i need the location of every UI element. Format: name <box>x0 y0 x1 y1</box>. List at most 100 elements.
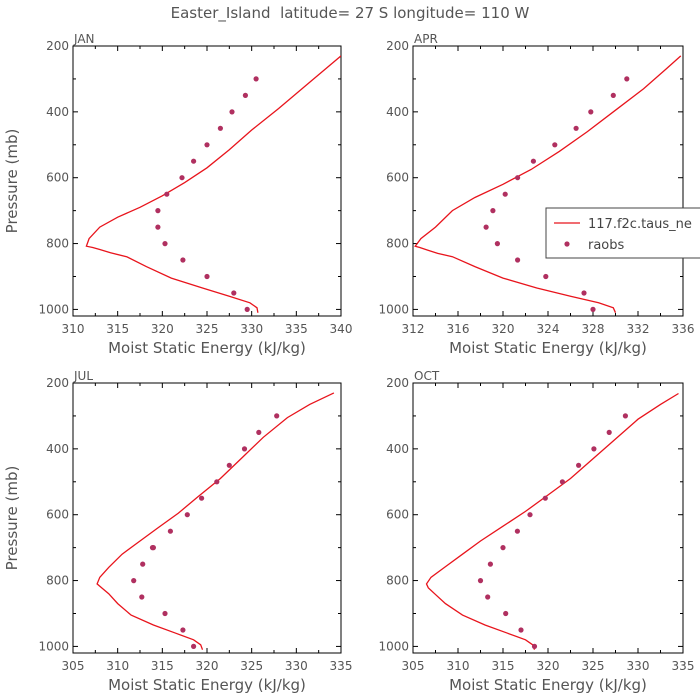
x-tick-label: 320 <box>492 322 515 336</box>
obs-point <box>204 142 210 148</box>
y-tick-label: 600 <box>46 508 69 522</box>
y-tick-label: 200 <box>46 376 69 390</box>
x-tick-label: 315 <box>492 659 515 673</box>
obs-point <box>530 158 537 164</box>
panels: JAN 310 315 320 325 330 335 340 200 400 600 800 1000… <box>3 32 700 694</box>
x-tick-label: 336 <box>672 322 695 336</box>
model-profile-line <box>96 392 335 650</box>
panel-title: OCT <box>414 369 440 383</box>
plot-area <box>414 55 682 313</box>
obs-point <box>515 257 521 263</box>
x-tick-label: 335 <box>672 659 695 673</box>
obs-point <box>162 241 168 247</box>
x-tick-label: 330 <box>627 659 650 673</box>
obs-point <box>180 627 186 633</box>
obs-point <box>164 191 170 197</box>
obs-point <box>231 290 237 296</box>
plot-area <box>425 392 679 650</box>
obs-point <box>477 578 484 584</box>
x-axis-label: Moist Static Energy (kJ/kg) <box>108 339 306 357</box>
plot-frame <box>412 382 684 654</box>
y-tick-label: 200 <box>46 39 69 53</box>
y-tick-label: 200 <box>386 376 409 390</box>
y-tick-label: 1000 <box>378 639 409 653</box>
obs-point <box>552 142 558 148</box>
obs-point <box>180 257 186 263</box>
model-profile-line <box>85 55 341 313</box>
y-tick-label: 600 <box>46 171 69 185</box>
obs-point <box>502 191 508 197</box>
obs-point <box>573 125 579 131</box>
x-tick-label: 312 <box>402 322 425 336</box>
x-tick-label: 325 <box>240 659 263 673</box>
x-tick-label: 316 <box>447 322 470 336</box>
obs-point <box>162 610 168 617</box>
obs-point <box>588 109 594 115</box>
panel-apr: APR 312 316 320 324 328 332 336 200 400 600 800 1000… <box>378 32 700 357</box>
obs-point <box>624 76 630 82</box>
x-tick-label: 320 <box>151 322 174 336</box>
obs-point <box>214 479 220 485</box>
y-tick-label: 1000 <box>378 302 409 316</box>
panel-jul: JUL 305 310 315 320 325 330 335 200 400 600 800 1000… <box>3 369 352 694</box>
obs-point <box>531 643 538 650</box>
obs-point <box>226 462 232 468</box>
legend-label-model: 117.f2c.taus_ne <box>588 217 692 232</box>
legend-label-obs: raobs <box>588 238 625 253</box>
obs-point <box>191 158 197 164</box>
figure-title: Easter_Island latitude= 27 S longitude= … <box>171 4 530 23</box>
x-tick-label: 320 <box>196 659 219 673</box>
obs-point <box>244 306 250 312</box>
x-tick-label: 332 <box>627 322 650 336</box>
x-tick-label: 310 <box>62 322 85 336</box>
y-tick-label: 1000 <box>38 302 69 316</box>
obs-point <box>184 512 190 518</box>
obs-point <box>581 290 587 296</box>
obs-point <box>610 92 616 98</box>
x-tick-label: 315 <box>106 322 129 336</box>
model-profile-line <box>425 392 679 650</box>
x-tick-label: 324 <box>537 322 560 336</box>
plot-frame <box>72 382 342 654</box>
x-axis-label: Moist Static Energy (kJ/kg) <box>449 339 647 357</box>
obs-point <box>487 561 493 567</box>
obs-point <box>191 643 197 650</box>
panel-title: JAN <box>73 32 95 46</box>
y-tick-label: 800 <box>46 237 69 251</box>
x-tick-label: 335 <box>285 322 308 336</box>
obs-point <box>494 241 500 247</box>
obs-point <box>253 76 259 82</box>
obs-point <box>485 594 491 600</box>
panel-title: APR <box>414 32 438 46</box>
obs-point <box>155 208 161 214</box>
obs-point <box>542 495 548 501</box>
obs-point <box>503 610 509 617</box>
x-tick-label: 325 <box>582 659 605 673</box>
x-tick-label: 328 <box>582 322 605 336</box>
y-tick-label: 400 <box>386 442 409 456</box>
obs-point <box>590 306 596 312</box>
obs-point <box>622 413 629 419</box>
y-tick-label: 800 <box>386 237 409 251</box>
y-tick-label: 800 <box>386 574 409 588</box>
obs-point <box>199 495 205 501</box>
legend-box <box>545 207 700 259</box>
y-tick-label: 400 <box>46 105 69 119</box>
legend-dot-swatch <box>564 241 570 247</box>
x-tick-label: 320 <box>537 659 560 673</box>
obs-point <box>576 462 582 468</box>
y-tick-label: 600 <box>386 508 409 522</box>
obs-point <box>483 224 489 230</box>
y-tick-label: 400 <box>46 442 69 456</box>
x-tick-label: 325 <box>196 322 219 336</box>
obs-point <box>256 429 262 435</box>
obs-point <box>217 125 223 131</box>
plot-area <box>85 55 341 313</box>
obs-point <box>167 528 173 534</box>
y-tick-label: 600 <box>386 171 409 185</box>
y-axis-label: Pressure (mb) <box>3 129 21 234</box>
obs-point <box>155 224 161 230</box>
model-profile-line <box>414 55 682 313</box>
x-axis-label: Moist Static Energy (kJ/kg) <box>449 676 647 694</box>
